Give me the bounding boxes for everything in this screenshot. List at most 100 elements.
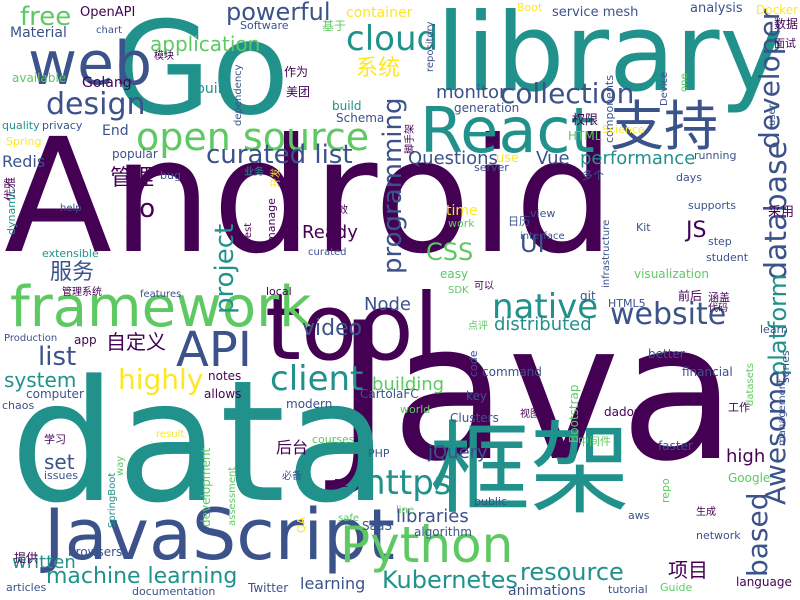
word-cjk-134: 日历 [508, 215, 530, 228]
word-cloud-15: cloud [346, 19, 439, 59]
word-sdk-136: SDK [448, 285, 469, 296]
word-result-110: result [156, 429, 185, 440]
word-data-2: data [10, 344, 389, 540]
word-language-93: language [736, 575, 792, 589]
word-modern-83: modern [286, 397, 333, 411]
word-clusters-104: Clusters [450, 411, 499, 425]
word-boot-72: Boot [517, 1, 543, 14]
word-vue-52: Vue [536, 148, 570, 169]
word-docker-73: Docker [756, 3, 799, 17]
word-list-36: list [38, 342, 77, 372]
word-php-105: PHP [368, 447, 390, 460]
word-curated-128: curated [308, 247, 347, 258]
word-build-157: build [332, 99, 362, 113]
word-cjk-173: 业务 [244, 167, 264, 178]
word-code-181: code [467, 350, 480, 377]
word-curated-list-19: curated list [206, 140, 353, 170]
word-chart-164: chart [96, 25, 122, 36]
word-cjk-75: 面试 [774, 37, 796, 50]
word-bug-172: bug [160, 169, 181, 182]
word-qa-179: QA [295, 516, 308, 533]
word-openapi-68: OpenAPI [80, 5, 136, 20]
word-libraries-60: libraries [396, 506, 469, 527]
word-monitor-54: monitor [436, 82, 507, 103]
word-android-0: Android [4, 105, 615, 289]
word-faster-90: faster [658, 439, 693, 453]
word-command-87: command [482, 365, 542, 379]
word-cjk-174: 开发 [271, 168, 282, 188]
word-built-161: built [196, 81, 228, 97]
word-visualization-188: visualization [634, 267, 709, 281]
word-highly-33: highly [118, 363, 204, 396]
word-chaos-79: chaos [2, 399, 35, 412]
word-work-133: work [448, 217, 475, 230]
word-spring-168: Spring [6, 135, 42, 148]
word-cjk-99: 提供 [14, 551, 39, 565]
word-safe-118: safe [338, 513, 360, 524]
word-high-63: high [726, 446, 766, 467]
word-cjk-3: 框架 [430, 411, 630, 528]
word-dependency-171: dependency [233, 64, 244, 126]
word-cjk-137: 可以 [474, 281, 494, 292]
word-cjk-155: 权限 [572, 113, 599, 128]
word-written-50: written [12, 552, 76, 573]
word-repo-183: repo [659, 477, 672, 503]
word-video-35: video [302, 316, 363, 341]
word-collection-18: collection [500, 77, 635, 110]
word-software-163: Software [240, 19, 289, 32]
word-ready-57: Ready [302, 222, 358, 243]
word-notes-82: notes [208, 369, 242, 383]
word-container-69: container [346, 5, 413, 21]
word-cjk-47: 项目 [668, 558, 708, 582]
word-cartolafc-84: CartolaFC [360, 387, 419, 401]
word-java-1: Java [335, 282, 737, 503]
word-open-source-12: open source [136, 115, 370, 159]
word-step-146: step [708, 235, 732, 248]
word-popular-78: popular [112, 147, 158, 161]
word-tutorial-95: tutorial [608, 583, 648, 596]
word-cjk-127: 依存 [127, 212, 138, 232]
word-courses-111: courses [312, 433, 355, 446]
word-cjk-108: 学习 [44, 433, 66, 446]
word-node-56: Node [364, 294, 411, 315]
word-io-40: io [132, 194, 156, 224]
word-performance-51: performance [580, 148, 696, 169]
word-quality-166: quality [2, 119, 40, 132]
word-privacy-167: privacy [42, 119, 83, 132]
word-dados-112: dados [604, 405, 641, 419]
word-cjk-65: 基于 [322, 19, 347, 33]
word-material-66: Material [10, 25, 67, 41]
word-free-37: free [20, 2, 72, 32]
word-key-86: key [466, 389, 488, 403]
word-tool-6: tool [265, 274, 440, 381]
word-animations-62: animations [508, 583, 586, 599]
word-line-119: line [396, 505, 415, 516]
word-cjk-107: 必备 [282, 471, 302, 482]
word-native-21: native [492, 287, 599, 327]
word-cjk-160: 作为 [284, 65, 309, 79]
word-twitter-96: Twitter [248, 581, 289, 595]
word-production-120: Production [4, 333, 58, 344]
word-building-58: building [372, 374, 445, 395]
word-way-176: way [115, 455, 126, 476]
word-cjk-194: 脚手架 [405, 124, 416, 154]
word-kubernetes-32: Kubernetes [382, 566, 518, 594]
word-jquery-59: jQuery [428, 442, 488, 463]
word-library-4: library [436, 0, 784, 116]
word-react-8: React [420, 94, 595, 167]
word-issues-109: issues [44, 469, 78, 482]
word-google-91: Google [728, 471, 771, 485]
word-cjk-38: 系统 [356, 56, 401, 81]
word-generation-156: generation [454, 101, 520, 115]
word-dynamic-170: dynamic [5, 187, 18, 235]
word-api-14: API [176, 322, 252, 378]
word-app-121: app [74, 333, 97, 347]
word-extensible-125: extensible [42, 247, 99, 260]
word-bootstrap-182: Bootstrap [567, 384, 581, 444]
word-website-20: website [610, 297, 727, 332]
word-cjk-124: 管理系统 [62, 287, 102, 298]
word-springboot-175: SpringBoot [107, 472, 118, 528]
word-cjk-13: 支持 [610, 95, 718, 158]
word-project-34: project [210, 223, 240, 314]
